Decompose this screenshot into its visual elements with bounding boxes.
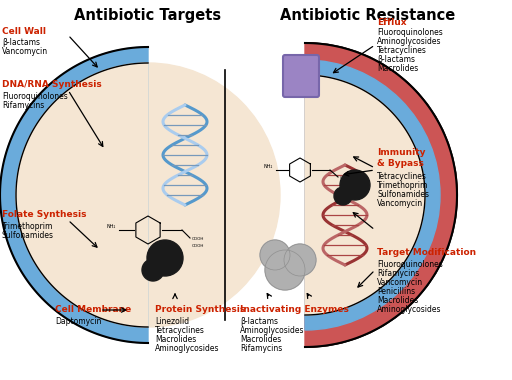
Wedge shape xyxy=(16,63,148,327)
Text: Aminoglycosides: Aminoglycosides xyxy=(155,344,220,353)
Text: Vancomycin: Vancomycin xyxy=(2,47,48,56)
Text: Trimethoprim: Trimethoprim xyxy=(2,222,53,231)
Text: Immunity: Immunity xyxy=(377,148,425,157)
Circle shape xyxy=(185,75,425,315)
Text: Target Modification: Target Modification xyxy=(377,248,476,257)
Text: Rifamycins: Rifamycins xyxy=(2,101,44,110)
Text: Tetracyclines: Tetracyclines xyxy=(377,172,427,181)
Circle shape xyxy=(334,187,352,205)
Text: Fluoroquinolones: Fluoroquinolones xyxy=(377,260,443,269)
Text: Tetracyclines: Tetracyclines xyxy=(377,46,427,55)
Circle shape xyxy=(260,240,290,270)
Text: Sulfonamides: Sulfonamides xyxy=(377,190,429,199)
Text: Rifamycins: Rifamycins xyxy=(377,269,419,278)
Wedge shape xyxy=(305,43,457,347)
Circle shape xyxy=(0,47,296,343)
Text: & Bypass: & Bypass xyxy=(377,159,424,168)
Text: Fluoroquinolones: Fluoroquinolones xyxy=(377,28,443,37)
Text: Macrolides: Macrolides xyxy=(377,296,418,305)
Text: Vancomycin: Vancomycin xyxy=(377,199,423,208)
Text: NH₂: NH₂ xyxy=(264,164,273,169)
Circle shape xyxy=(16,63,280,327)
Text: Macrolides: Macrolides xyxy=(240,335,281,344)
Text: Rifamycins: Rifamycins xyxy=(240,344,282,353)
Text: COOH: COOH xyxy=(192,237,204,241)
Text: DNA/RNA Synthesis: DNA/RNA Synthesis xyxy=(2,80,102,89)
FancyBboxPatch shape xyxy=(283,55,319,97)
Text: Protein Synthesis: Protein Synthesis xyxy=(155,305,245,314)
Circle shape xyxy=(142,259,164,281)
Text: Macrolides: Macrolides xyxy=(377,64,418,73)
Text: β-lactams: β-lactams xyxy=(240,317,278,326)
Bar xyxy=(0,0,305,380)
Circle shape xyxy=(340,170,370,200)
Wedge shape xyxy=(0,47,148,343)
Text: Cell Membrane: Cell Membrane xyxy=(55,305,131,314)
Circle shape xyxy=(284,244,316,276)
Bar xyxy=(148,0,512,380)
Text: Macrolides: Macrolides xyxy=(155,335,196,344)
Text: Fluoroquinolones: Fluoroquinolones xyxy=(2,92,68,101)
Wedge shape xyxy=(305,75,425,315)
Text: Folate Synthesis: Folate Synthesis xyxy=(2,210,87,219)
Text: β-lactams: β-lactams xyxy=(2,38,40,47)
Circle shape xyxy=(16,63,280,327)
Text: Linezolid: Linezolid xyxy=(155,317,189,326)
Circle shape xyxy=(265,250,305,290)
Text: Vancomycin: Vancomycin xyxy=(377,278,423,287)
Text: Tetracyclines: Tetracyclines xyxy=(155,326,205,335)
Text: Sulfonamides: Sulfonamides xyxy=(2,231,54,240)
Text: Inactivating Enzymes: Inactivating Enzymes xyxy=(240,305,349,314)
Text: Cell Wall: Cell Wall xyxy=(2,27,46,36)
Text: Trimethoprim: Trimethoprim xyxy=(377,181,429,190)
Text: Aminoglycosides: Aminoglycosides xyxy=(240,326,305,335)
Circle shape xyxy=(170,60,440,330)
Text: Antibiotic Resistance: Antibiotic Resistance xyxy=(281,8,456,23)
Text: COOH: COOH xyxy=(192,244,204,248)
Wedge shape xyxy=(305,60,440,330)
Text: Efflux: Efflux xyxy=(377,18,407,27)
Text: COOH: COOH xyxy=(340,183,352,187)
Text: Aminoglycosides: Aminoglycosides xyxy=(377,305,441,314)
Text: Daptomycin: Daptomycin xyxy=(55,317,101,326)
Text: Aminoglycosides: Aminoglycosides xyxy=(377,37,441,46)
Circle shape xyxy=(153,43,457,347)
Circle shape xyxy=(147,240,183,276)
Text: Penicillins: Penicillins xyxy=(377,287,415,296)
Text: NH₂: NH₂ xyxy=(106,224,116,229)
Text: COOH: COOH xyxy=(340,176,352,180)
Text: β-lactams: β-lactams xyxy=(377,55,415,64)
Text: Antibiotic Targets: Antibiotic Targets xyxy=(74,8,222,23)
